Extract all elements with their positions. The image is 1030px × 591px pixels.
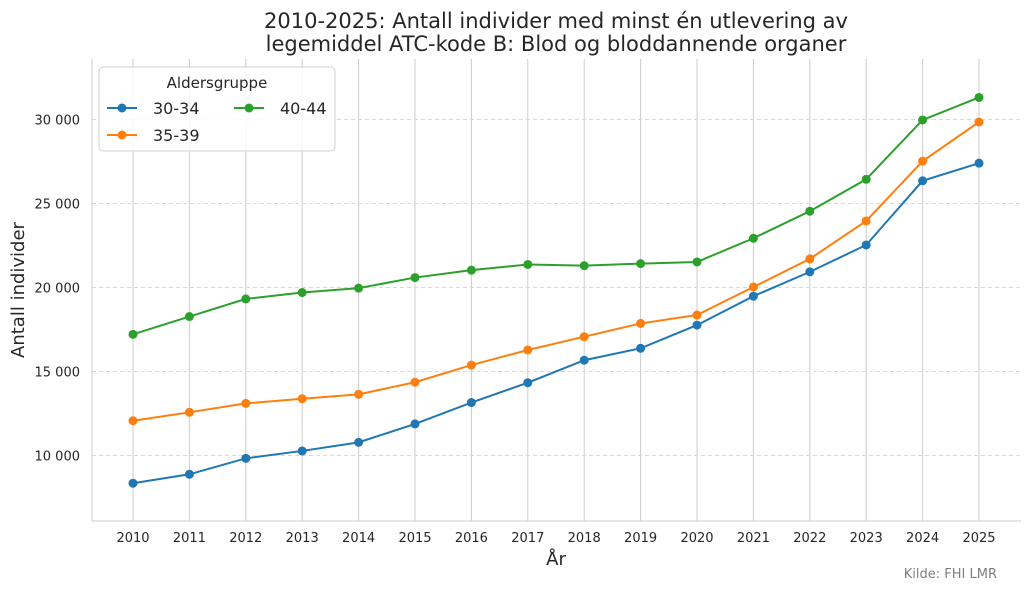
data-point — [410, 419, 420, 429]
legend-marker — [244, 103, 254, 113]
data-point — [805, 254, 815, 264]
series-35-39 — [128, 117, 984, 426]
data-point — [692, 257, 702, 267]
x-axis-label: År — [546, 548, 566, 570]
x-tick-label: 2014 — [342, 531, 375, 546]
y-tick-label: 30 000 — [35, 113, 81, 128]
legend-entries: 30-34 35-39 40-44 — [107, 99, 327, 145]
data-point — [579, 261, 589, 271]
data-point — [805, 267, 815, 277]
series-lines — [128, 92, 984, 488]
legend-item-40-44: 40-44 — [234, 99, 327, 118]
data-point — [748, 291, 758, 301]
data-point — [974, 158, 984, 168]
data-point — [128, 416, 138, 426]
legend-box — [98, 66, 336, 152]
x-tick-label: 2015 — [398, 531, 431, 546]
data-point — [974, 92, 984, 102]
x-tick-label: 2016 — [455, 531, 488, 546]
data-point — [636, 318, 646, 328]
data-point — [466, 398, 476, 408]
data-point — [861, 174, 871, 184]
x-tick-label: 2013 — [286, 531, 319, 546]
x-tick-label: 2018 — [568, 531, 601, 546]
x-tick-label: 2021 — [737, 531, 770, 546]
data-point — [692, 320, 702, 330]
data-point — [918, 115, 928, 125]
data-point — [466, 360, 476, 370]
data-point — [241, 294, 251, 304]
data-point — [523, 259, 533, 269]
legend-item-35-39: 35-39 — [107, 126, 200, 145]
data-point — [805, 206, 815, 216]
data-point — [636, 343, 646, 353]
x-tick-label: 2010 — [116, 531, 149, 546]
y-tick-label: 25 000 — [35, 197, 81, 212]
y-tick-label: 20 000 — [35, 281, 81, 296]
data-point — [354, 283, 364, 293]
chart-title-line-2: legemiddel ATC-kode B: Blod og bloddanne… — [266, 32, 847, 56]
series-line — [132, 162, 980, 485]
legend-label: 40-44 — [280, 99, 327, 118]
data-point — [748, 233, 758, 243]
data-point — [297, 288, 307, 298]
source-note: Kilde: FHI LMR — [904, 567, 997, 582]
data-point — [354, 437, 364, 447]
data-point — [128, 478, 138, 488]
axis-ticks: 2010 2011 2012 2013 2014 2015 2016 2017 2018 2019… — [35, 113, 996, 546]
data-point — [918, 156, 928, 166]
data-point — [861, 216, 871, 226]
data-point — [184, 312, 194, 322]
legend-label: 30-34 — [153, 99, 200, 118]
legend: Aldersgruppe 30-34 35-39 40-44 — [98, 66, 336, 152]
x-tick-label: 2022 — [793, 531, 826, 546]
data-point — [748, 282, 758, 292]
data-point — [184, 469, 194, 479]
data-point — [579, 355, 589, 365]
series-line — [132, 96, 980, 336]
data-point — [410, 273, 420, 283]
x-tick-label: 2011 — [173, 531, 206, 546]
data-point — [297, 446, 307, 456]
data-point — [692, 310, 702, 320]
data-point — [297, 394, 307, 404]
data-point — [636, 259, 646, 269]
y-tick-label: 15 000 — [35, 365, 81, 380]
x-tick-label: 2024 — [906, 531, 939, 546]
data-point — [128, 329, 138, 339]
legend-item-30-34: 30-34 — [107, 99, 200, 118]
x-tick-label: 2019 — [624, 531, 657, 546]
y-axis-label: Antall individer — [8, 221, 29, 358]
series-30-34 — [128, 158, 984, 488]
grid — [92, 59, 1021, 521]
x-tick-label: 2025 — [962, 531, 995, 546]
data-point — [974, 117, 984, 127]
data-point — [918, 176, 928, 186]
data-point — [354, 389, 364, 399]
series-40-44 — [128, 92, 984, 339]
legend-label: 35-39 — [153, 126, 200, 145]
data-point — [861, 240, 871, 250]
series-line — [132, 121, 980, 422]
legend-title: Aldersgruppe — [167, 74, 268, 92]
data-point — [523, 345, 533, 355]
legend-marker — [117, 130, 127, 140]
data-point — [241, 453, 251, 463]
y-tick-label: 10 000 — [35, 449, 81, 464]
data-point — [523, 378, 533, 388]
x-tick-label: 2012 — [229, 531, 262, 546]
x-tick-label: 2020 — [680, 531, 713, 546]
data-point — [410, 377, 420, 387]
chart-title-line-1: 2010-2025: Antall individer med minst én… — [264, 9, 848, 33]
data-point — [184, 407, 194, 417]
data-point — [241, 398, 251, 408]
data-point — [579, 332, 589, 342]
legend-marker — [117, 103, 127, 113]
x-tick-label: 2017 — [511, 531, 544, 546]
x-tick-label: 2023 — [850, 531, 883, 546]
data-point — [466, 265, 476, 275]
